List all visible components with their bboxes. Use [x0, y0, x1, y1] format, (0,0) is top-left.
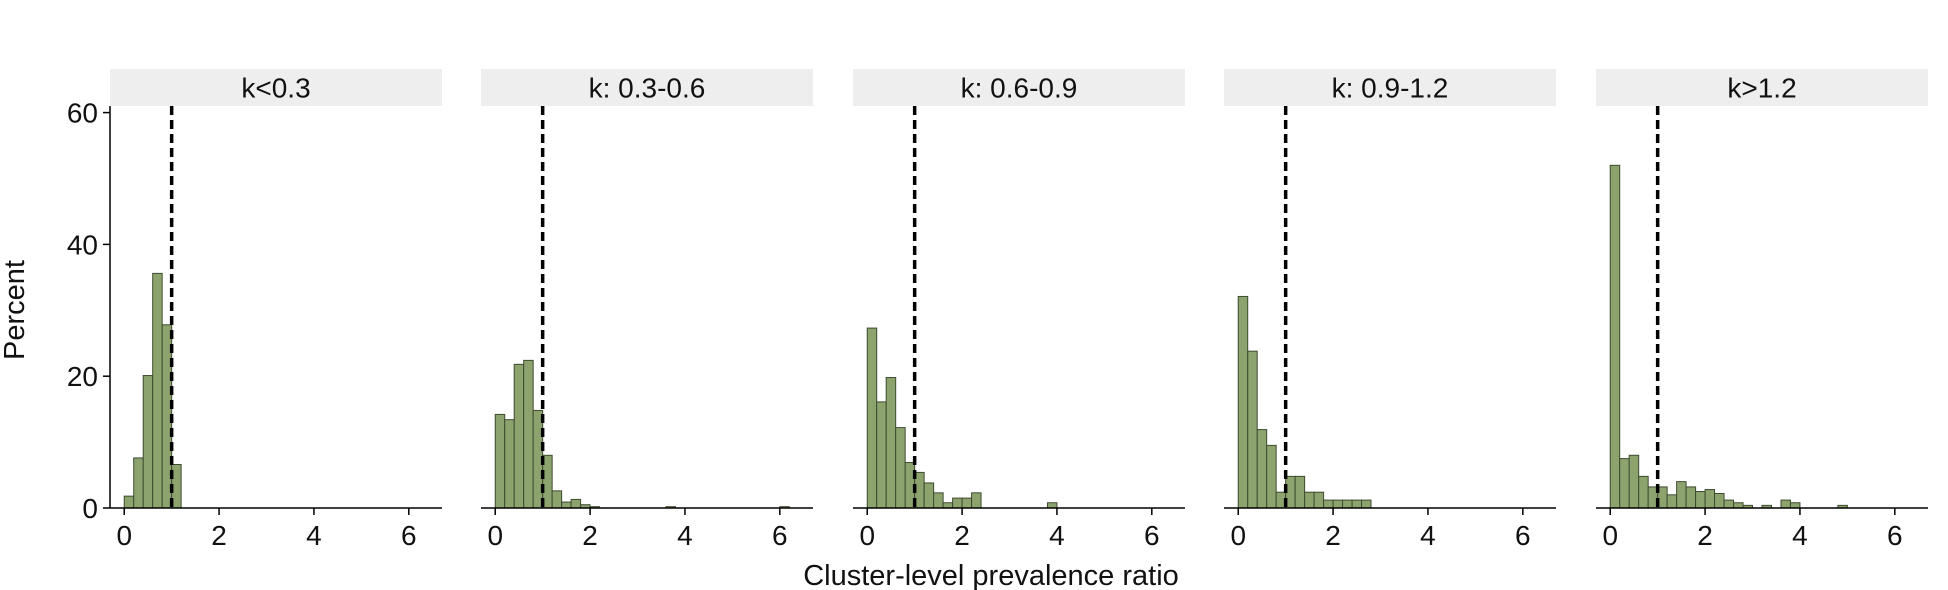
histogram-bar: [1695, 491, 1706, 509]
x-tick-label: 4: [1792, 520, 1808, 551]
x-tick-label: 6: [772, 520, 788, 551]
x-tick-label: 0: [1230, 520, 1246, 551]
facet-panel-4: k: 0.9-1.2 0 2 4 6: [1224, 69, 1556, 551]
facet-strip-label: k: 0.6-0.9: [961, 73, 1078, 104]
facet-strip: [110, 69, 442, 106]
facet-strip: [853, 69, 1185, 106]
histogram-bar: [152, 272, 163, 509]
histogram-bar: [1628, 454, 1640, 509]
histogram-bar: [1609, 164, 1621, 509]
histogram-bar: [1676, 481, 1687, 509]
facet-strip-label: k>1.2: [1727, 73, 1796, 104]
histogram-bar: [1685, 486, 1697, 509]
histogram-bar: [952, 497, 963, 509]
y-tick-label: 0: [82, 493, 98, 524]
facet-strip-label: k: 0.9-1.2: [1332, 73, 1449, 104]
x-tick-label: 0: [859, 520, 875, 551]
histogram-bar: [1046, 502, 1058, 509]
x-tick-label: 2: [954, 520, 970, 551]
histogram-bar: [885, 377, 897, 509]
x-axis-title: Cluster-level prevalence ratio: [803, 560, 1179, 590]
histogram-bar: [133, 457, 144, 509]
facet-strip: [1596, 69, 1928, 106]
x-tick-label: 0: [1602, 520, 1618, 551]
x-tick-label: 2: [582, 520, 598, 551]
facet-panel-3: k: 0.6-0.9 0 2 4 6: [853, 69, 1185, 551]
x-tick-label: 4: [1049, 520, 1065, 551]
histogram-bar: [1313, 491, 1325, 509]
histogram-bar: [1704, 489, 1716, 509]
y-tick-label: 40: [67, 229, 98, 260]
histogram-bar: [1294, 475, 1306, 509]
facet-strip: [1224, 69, 1556, 106]
histogram-bar: [876, 401, 887, 509]
x-tick-label: 2: [1697, 520, 1713, 551]
y-tick-label: 20: [67, 361, 98, 392]
histogram-bar: [1342, 499, 1353, 509]
histogram-bar: [971, 492, 982, 509]
histogram-bar: [1237, 295, 1249, 509]
histogram-bar: [1666, 494, 1678, 509]
histogram-bar: [1332, 499, 1344, 509]
histogram-bar: [1323, 499, 1334, 509]
x-tick-label: 0: [487, 520, 503, 551]
facet-panel-2: k: 0.3-0.6 0 2 4 6: [481, 69, 813, 551]
x-tick-label: 2: [211, 520, 227, 551]
histogram-bar: [1351, 499, 1363, 509]
histogram-bar: [1256, 429, 1268, 509]
histogram-bar: [942, 502, 954, 509]
x-tick-label: 0: [116, 520, 132, 551]
histogram-bar: [923, 482, 935, 509]
facet-strip-label: k<0.3: [241, 73, 310, 104]
histogram-bar: [551, 490, 563, 509]
histogram-bar: [1619, 458, 1630, 509]
histogram-bar: [961, 497, 973, 509]
histogram-bar: [504, 419, 515, 509]
histogram-bar: [1638, 475, 1649, 509]
x-tick-label: 6: [1515, 520, 1531, 551]
histogram-bar: [1789, 502, 1801, 509]
y-axis-title: Percent: [0, 260, 31, 360]
x-tick-label: 2: [1325, 520, 1341, 551]
histogram-bar: [1733, 502, 1744, 509]
histogram-bar: [1304, 491, 1315, 509]
facet-panel-1: k<0.3 0 2 4 6: [109, 69, 442, 551]
histogram-bar: [1714, 493, 1725, 509]
histogram-bar: [494, 413, 506, 509]
histogram-bar: [142, 375, 154, 509]
histogram-bar: [933, 492, 944, 509]
x-tick-label: 6: [401, 520, 417, 551]
facet-panel-5: k>1.2 0 2 4 6: [1596, 69, 1928, 551]
histogram-bar: [570, 498, 582, 509]
histogram-bar: [895, 427, 906, 509]
x-tick-label: 6: [1144, 520, 1160, 551]
histogram-bar: [1723, 499, 1735, 509]
x-tick-label: 6: [1887, 520, 1903, 551]
histogram-bar: [123, 495, 135, 509]
histogram-bar: [866, 327, 878, 509]
histogram-bar: [523, 359, 534, 509]
histogram-bar: [513, 363, 525, 509]
histogram-bar: [1266, 444, 1277, 509]
facet-strip-label: k: 0.3-0.6: [589, 73, 706, 104]
x-tick-label: 4: [1420, 520, 1436, 551]
histogram-bar: [1247, 350, 1258, 509]
x-tick-label: 4: [677, 520, 693, 551]
histogram-bar: [1361, 499, 1372, 509]
histogram-bar: [561, 501, 572, 509]
x-tick-label: 4: [306, 520, 322, 551]
histogram-bar: [1780, 499, 1791, 509]
facet-strip: [481, 69, 813, 106]
y-tick-label: 60: [67, 98, 98, 129]
